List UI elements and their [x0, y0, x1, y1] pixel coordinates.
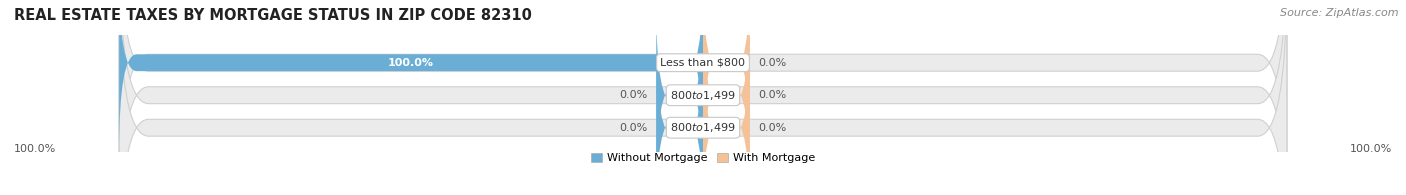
Legend: Without Mortgage, With Mortgage: Without Mortgage, With Mortgage [586, 148, 820, 168]
Text: 0.0%: 0.0% [758, 58, 787, 68]
Text: 0.0%: 0.0% [758, 123, 787, 133]
Text: Less than $800: Less than $800 [661, 58, 745, 68]
FancyBboxPatch shape [657, 39, 703, 195]
Text: Source: ZipAtlas.com: Source: ZipAtlas.com [1281, 8, 1399, 18]
FancyBboxPatch shape [703, 39, 749, 195]
FancyBboxPatch shape [120, 0, 1286, 195]
Text: 0.0%: 0.0% [758, 90, 787, 100]
Text: 100.0%: 100.0% [1350, 144, 1392, 154]
FancyBboxPatch shape [120, 0, 1286, 195]
FancyBboxPatch shape [703, 0, 749, 152]
Text: 100.0%: 100.0% [14, 144, 56, 154]
Text: $800 to $1,499: $800 to $1,499 [671, 89, 735, 102]
FancyBboxPatch shape [703, 6, 749, 184]
Text: REAL ESTATE TAXES BY MORTGAGE STATUS IN ZIP CODE 82310: REAL ESTATE TAXES BY MORTGAGE STATUS IN … [14, 8, 531, 23]
Text: 100.0%: 100.0% [388, 58, 434, 68]
Text: 0.0%: 0.0% [619, 123, 648, 133]
Text: $800 to $1,499: $800 to $1,499 [671, 121, 735, 134]
FancyBboxPatch shape [657, 6, 703, 184]
FancyBboxPatch shape [120, 0, 1286, 195]
Text: 0.0%: 0.0% [619, 90, 648, 100]
FancyBboxPatch shape [120, 0, 703, 152]
